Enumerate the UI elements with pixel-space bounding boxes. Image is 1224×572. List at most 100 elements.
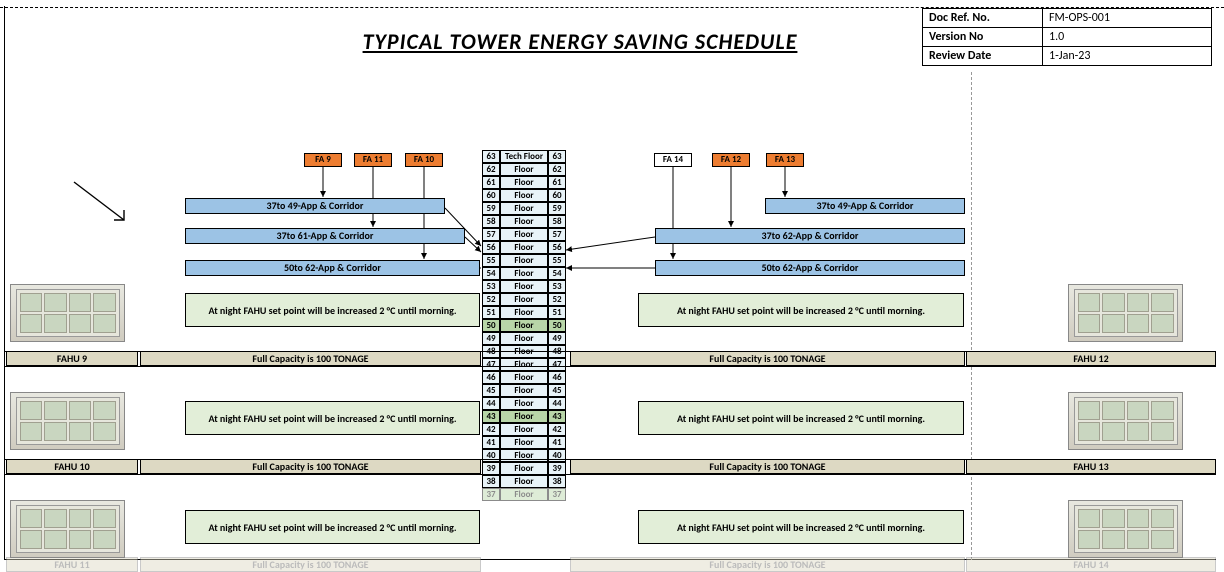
setpoint-note: At night FAHU set point will be increase… [638,293,964,327]
fahu-label: FAHU 13 [966,459,1216,474]
floor-num-left: 38 [482,475,500,488]
fa-box-fa11: FA 11 [354,153,392,167]
fa-box-fa9: FA 9 [304,153,342,167]
floor-label: Floor [500,332,548,345]
range-bar: 37to 49-App & Corridor [765,198,965,214]
floor-num-left: 46 [482,371,500,384]
floor-num-right: 57 [548,228,566,241]
capacity-band: Full Capacity is 100 TONAGE [140,351,481,366]
floor-num-right: 54 [548,267,566,280]
floor-row: 38Floor38 [482,475,566,488]
floor-row: 57Floor57 [482,228,566,241]
floor-num-right: 62 [548,163,566,176]
meta-label-version: Version No [923,28,1043,47]
section-divider [4,474,1216,475]
floor-label: Floor [500,215,548,228]
floor-num-right: 51 [548,306,566,319]
floor-num-right: 63 [548,150,566,163]
floor-num-left: 43 [482,410,500,423]
floor-num-left: 56 [482,241,500,254]
pointer-arrow-icon [68,176,138,228]
title-wrap: TYPICAL TOWER ENERGY SAVING SCHEDULE [290,28,870,55]
floor-label: Floor [500,449,548,462]
floor-label: Floor [500,176,548,189]
floor-num-right: 42 [548,423,566,436]
page-border [4,6,1216,560]
floor-label: Floor [500,319,548,332]
floor-label: Floor [500,488,548,501]
floor-num-right: 44 [548,397,566,410]
meta-value-docref: FM-OPS-001 [1043,9,1212,28]
capacity-band: Full Capacity is 100 TONAGE [570,351,965,366]
floor-num-right: 58 [548,215,566,228]
floor-num-right: 37 [548,488,566,501]
floor-num-right: 60 [548,189,566,202]
meta-value-version: 1.0 [1043,28,1212,47]
floor-row: 61Floor61 [482,176,566,189]
floor-num-left: 62 [482,163,500,176]
floor-row: 37Floor37 [482,488,566,501]
range-bar: 37to 61-App & Corridor [185,228,465,244]
floor-row: 54Floor54 [482,267,566,280]
meta-value-review: 1-Jan-23 [1043,47,1212,66]
setpoint-note: At night FAHU set point will be increase… [638,401,964,435]
floor-label: Floor [500,371,548,384]
floor-label: Floor [500,436,548,449]
floor-num-left: 42 [482,423,500,436]
capacity-band: Full Capacity is 100 TONAGE [140,459,481,474]
capacity-band: Full Capacity is 100 TONAGE [570,459,965,474]
fahu-unit-image [1068,392,1183,450]
floor-label: Tech Floor [500,150,548,163]
floor-num-left: 54 [482,267,500,280]
range-bar: 37to 62-App & Corridor [655,228,965,244]
fa-box-fa13: FA 13 [766,153,804,167]
floor-label: Floor [500,384,548,397]
floor-num-left: 60 [482,189,500,202]
meta-label-review: Review Date [923,47,1043,66]
section-divider [4,366,1216,367]
section-divider [4,459,1216,460]
floor-num-left: 59 [482,202,500,215]
floor-row: 43Floor43 [482,410,566,423]
floor-num-left: 41 [482,436,500,449]
floor-row: 56Floor56 [482,241,566,254]
floor-num-right: 41 [548,436,566,449]
floor-num-left: 51 [482,306,500,319]
floor-row: 42Floor42 [482,423,566,436]
floor-row: 45Floor45 [482,384,566,397]
floor-num-left: 58 [482,215,500,228]
floor-num-right: 46 [548,371,566,384]
floor-row: 49Floor49 [482,332,566,345]
fahu-label: FAHU 14 [966,557,1216,572]
meta-label-docref: Doc Ref. No. [923,9,1043,28]
floor-row: 63Tech Floor63 [482,150,566,163]
floor-row: 62Floor62 [482,163,566,176]
floor-label: Floor [500,228,548,241]
floor-label: Floor [500,189,548,202]
floor-num-right: 61 [548,176,566,189]
floor-num-left: 57 [482,228,500,241]
floor-num-left: 40 [482,449,500,462]
floor-num-left: 49 [482,332,500,345]
floor-num-right: 43 [548,410,566,423]
fahu-label: FAHU 12 [966,351,1216,366]
floor-num-right: 50 [548,319,566,332]
floor-num-right: 45 [548,384,566,397]
fa-box-fa14: FA 14 [654,153,692,167]
floor-row: 59Floor59 [482,202,566,215]
floor-row: 55Floor55 [482,254,566,267]
floor-num-left: 52 [482,293,500,306]
floor-label: Floor [500,254,548,267]
floor-label: Floor [500,267,548,280]
floor-row: 44Floor44 [482,397,566,410]
range-bar: 37to 49-App & Corridor [185,198,445,214]
fa-box-fa12: FA 12 [712,153,750,167]
range-bar: 50to 62-App & Corridor [655,260,965,276]
floor-num-right: 49 [548,332,566,345]
floor-label: Floor [500,397,548,410]
range-bar: 50to 62-App & Corridor [185,260,480,276]
floor-num-left: 37 [482,488,500,501]
floor-row: 52Floor52 [482,293,566,306]
floor-num-left: 55 [482,254,500,267]
floor-num-right: 59 [548,202,566,215]
